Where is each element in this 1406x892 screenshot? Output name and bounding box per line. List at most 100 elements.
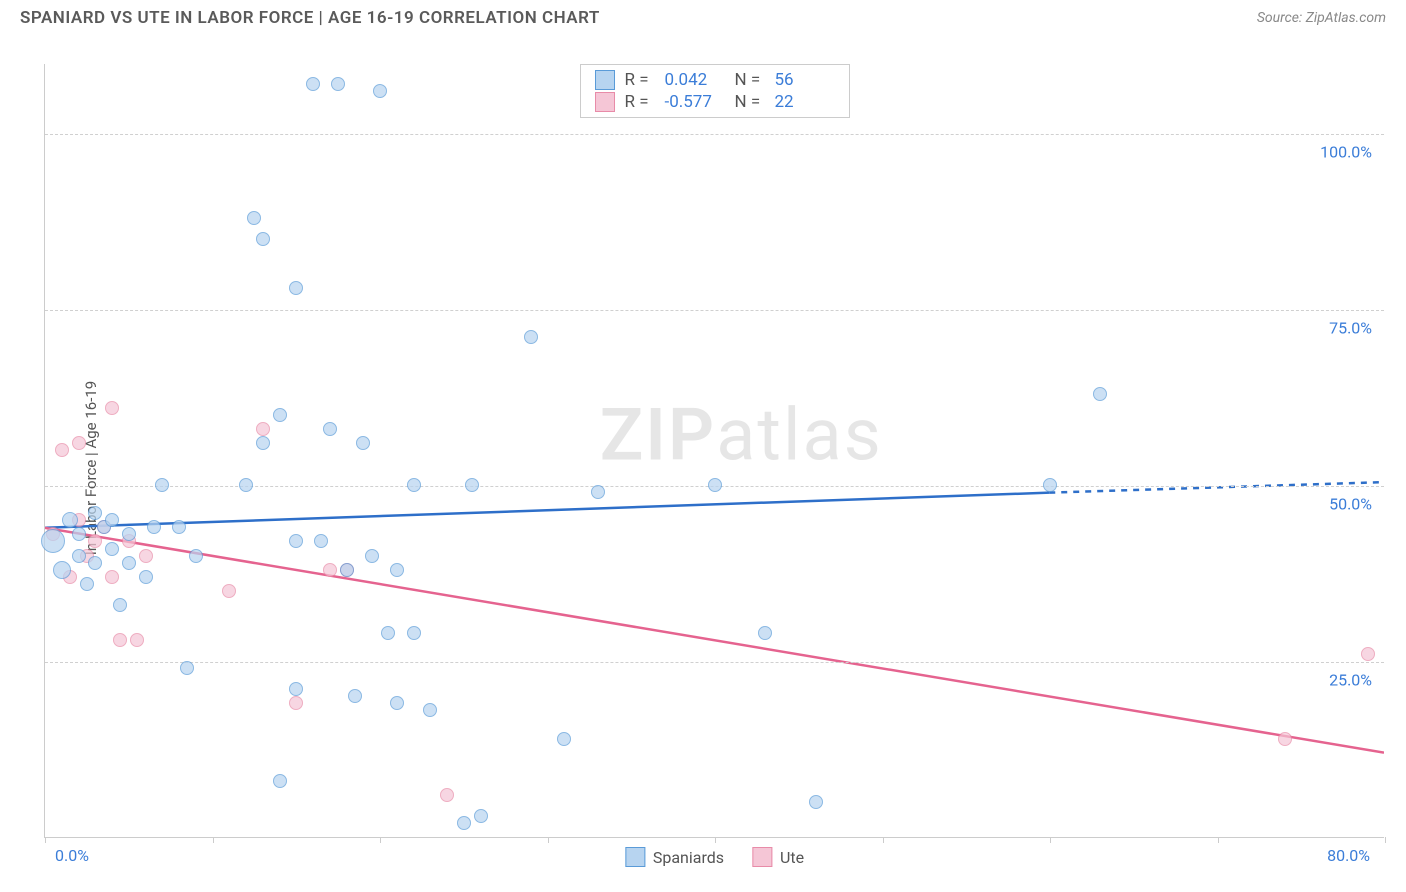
scatter-point-spaniards: [423, 703, 437, 717]
scatter-point-spaniards: [289, 682, 303, 696]
scatter-point-spaniards: [331, 77, 345, 91]
scatter-point-ute: [88, 534, 102, 548]
scatter-point-spaniards: [256, 436, 270, 450]
watermark-atlas: atlas: [716, 393, 883, 478]
x-tick: [715, 837, 716, 843]
swatch-spaniards-icon: [625, 847, 645, 867]
r-value-ute: -0.577: [665, 92, 725, 112]
scatter-point-spaniards: [758, 626, 772, 640]
scatter-point-spaniards: [289, 534, 303, 548]
scatter-point-spaniards: [62, 512, 78, 528]
r-label: R =: [625, 70, 655, 90]
swatch-ute-icon: [595, 92, 615, 112]
x-tick: [1050, 837, 1051, 843]
watermark: ZIPatlas: [600, 393, 883, 478]
r-label: R =: [625, 92, 655, 112]
scatter-point-spaniards: [180, 661, 194, 675]
x-tick-0: 0.0%: [55, 846, 89, 865]
x-tick: [213, 837, 214, 843]
swatch-ute-icon: [752, 847, 772, 867]
x-tick: [1218, 837, 1219, 843]
plot-area: ZIPatlas R = 0.042 N = 56 R = -0.577 N =…: [44, 64, 1384, 838]
chart-header: SPANIARD VS UTE IN LABOR FORCE | AGE 16-…: [0, 0, 1406, 38]
scatter-point-spaniards: [88, 506, 102, 520]
chart-container: In Labor Force | Age 16-19 ZIPatlas R = …: [0, 44, 1406, 892]
scatter-point-spaniards: [348, 689, 362, 703]
scatter-point-spaniards: [591, 485, 605, 499]
y-tick-label: 75.0%: [1329, 319, 1372, 338]
scatter-point-spaniards: [256, 232, 270, 246]
scatter-point-spaniards: [273, 408, 287, 422]
scatter-point-spaniards: [407, 478, 421, 492]
scatter-point-spaniards: [390, 696, 404, 710]
y-tick-label: 100.0%: [1320, 143, 1372, 162]
scatter-point-spaniards: [1043, 478, 1057, 492]
scatter-point-spaniards: [80, 577, 94, 591]
scatter-point-spaniards: [524, 330, 538, 344]
chart-title: SPANIARD VS UTE IN LABOR FORCE | AGE 16-…: [20, 8, 600, 28]
gridline-h: [45, 310, 1384, 311]
scatter-point-spaniards: [314, 534, 328, 548]
series-legend: Spaniards Ute: [625, 847, 804, 867]
scatter-point-spaniards: [381, 626, 395, 640]
trend-lines-svg: [45, 64, 1384, 837]
scatter-point-spaniards: [122, 556, 136, 570]
scatter-point-ute: [105, 570, 119, 584]
n-value-ute: 22: [775, 92, 835, 112]
scatter-point-spaniards: [306, 77, 320, 91]
scatter-point-spaniards: [147, 520, 161, 534]
scatter-point-spaniards: [105, 542, 119, 556]
x-tick: [45, 837, 46, 843]
x-tick: [380, 837, 381, 843]
x-tick: [883, 837, 884, 843]
gridline-h: [45, 134, 1384, 135]
scatter-point-spaniards: [356, 436, 370, 450]
legend-row-ute: R = -0.577 N = 22: [595, 91, 835, 113]
scatter-point-ute: [222, 584, 236, 598]
legend-item-ute: Ute: [752, 847, 804, 867]
scatter-point-ute: [256, 422, 270, 436]
scatter-point-spaniards: [465, 478, 479, 492]
legend-label-ute: Ute: [780, 848, 804, 867]
scatter-point-spaniards: [122, 527, 136, 541]
legend-label-spaniards: Spaniards: [653, 848, 724, 867]
watermark-zip: ZIP: [600, 393, 716, 478]
scatter-point-spaniards: [289, 281, 303, 295]
scatter-point-spaniards: [273, 774, 287, 788]
scatter-point-ute: [55, 443, 69, 457]
x-tick-80: 80.0%: [1327, 846, 1370, 865]
scatter-point-spaniards: [809, 795, 823, 809]
r-value-spaniards: 0.042: [665, 70, 725, 90]
scatter-point-ute: [1361, 647, 1375, 661]
n-label: N =: [735, 92, 765, 112]
scatter-point-spaniards: [373, 84, 387, 98]
scatter-point-ute: [113, 633, 127, 647]
gridline-h: [45, 662, 1384, 663]
scatter-point-spaniards: [457, 816, 471, 830]
scatter-point-ute: [323, 563, 337, 577]
scatter-point-ute: [105, 401, 119, 415]
swatch-spaniards-icon: [595, 70, 615, 90]
scatter-point-spaniards: [239, 478, 253, 492]
scatter-point-spaniards: [189, 549, 203, 563]
scatter-point-ute: [139, 549, 153, 563]
scatter-point-spaniards: [113, 598, 127, 612]
legend-row-spaniards: R = 0.042 N = 56: [595, 69, 835, 91]
y-tick-label: 25.0%: [1329, 671, 1372, 690]
scatter-point-spaniards: [155, 478, 169, 492]
scatter-point-spaniards: [53, 561, 71, 579]
scatter-point-spaniards: [105, 513, 119, 527]
scatter-point-ute: [440, 788, 454, 802]
n-label: N =: [735, 70, 765, 90]
scatter-point-spaniards: [1093, 387, 1107, 401]
scatter-point-spaniards: [407, 626, 421, 640]
scatter-point-spaniards: [557, 732, 571, 746]
x-tick: [1385, 837, 1386, 843]
chart-source: Source: ZipAtlas.com: [1257, 10, 1386, 26]
scatter-point-ute: [72, 436, 86, 450]
scatter-point-spaniards: [323, 422, 337, 436]
scatter-point-spaniards: [708, 478, 722, 492]
scatter-point-spaniards: [172, 520, 186, 534]
scatter-point-spaniards: [390, 563, 404, 577]
n-value-spaniards: 56: [775, 70, 835, 90]
